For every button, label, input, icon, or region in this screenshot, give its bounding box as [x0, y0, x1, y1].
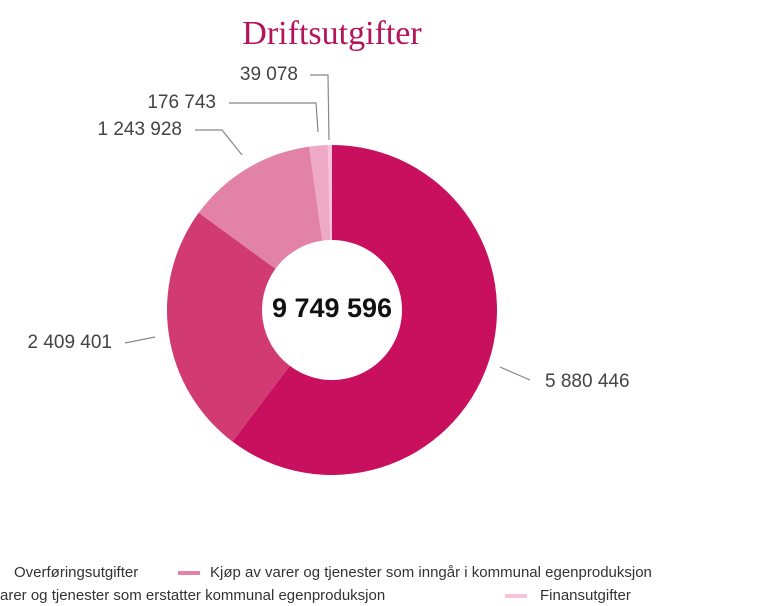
value-label: 176 743: [147, 92, 216, 113]
leader-line: [310, 74, 330, 141]
leader-line: [124, 336, 156, 344]
slice: [327, 145, 332, 241]
value-label: 2 409 401: [27, 332, 112, 353]
legend-label: Overføringsutgifter: [14, 564, 138, 581]
value-label: 39 078: [240, 64, 298, 85]
leader-line: [499, 366, 531, 381]
value-label: 5 880 446: [545, 371, 630, 392]
chart-title: Driftsutgifter: [242, 15, 422, 52]
slice: [309, 145, 331, 241]
leader-line: [229, 102, 319, 133]
legend-label: Kjøp av varer og tjenester som inngår i …: [210, 564, 652, 581]
legend-label: arer og tjenester som erstatter kommunal…: [0, 587, 385, 604]
legend-label: Finansutgifter: [540, 587, 631, 604]
slice: [167, 212, 290, 442]
value-label: 1 243 928: [97, 119, 182, 140]
leader-line: [195, 129, 243, 156]
slice: [198, 146, 323, 269]
center-label: 9 749 596: [272, 293, 392, 323]
slice: [232, 145, 498, 475]
